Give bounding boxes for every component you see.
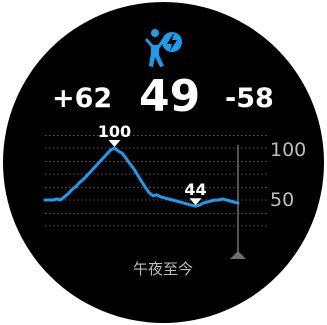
peak-marker: [108, 140, 121, 147]
low-label: 44: [184, 180, 206, 199]
stress-change-right: -58: [225, 83, 274, 114]
y-axis-label-100: 100: [270, 139, 306, 161]
y-axis-label-50: 50: [270, 189, 294, 211]
stress-change-left: +62: [52, 83, 113, 114]
low-marker: [189, 198, 202, 206]
watch-face: [3, 2, 324, 323]
stress-series-line: [43, 146, 240, 208]
grid-lines: [45, 135, 268, 227]
current-time-marker: [230, 251, 246, 259]
period-label: 午夜至今: [132, 260, 193, 278]
peak-label: 100: [98, 122, 131, 141]
current-stress-value: 49: [139, 71, 201, 122]
stress-runner-icon: [145, 29, 182, 67]
